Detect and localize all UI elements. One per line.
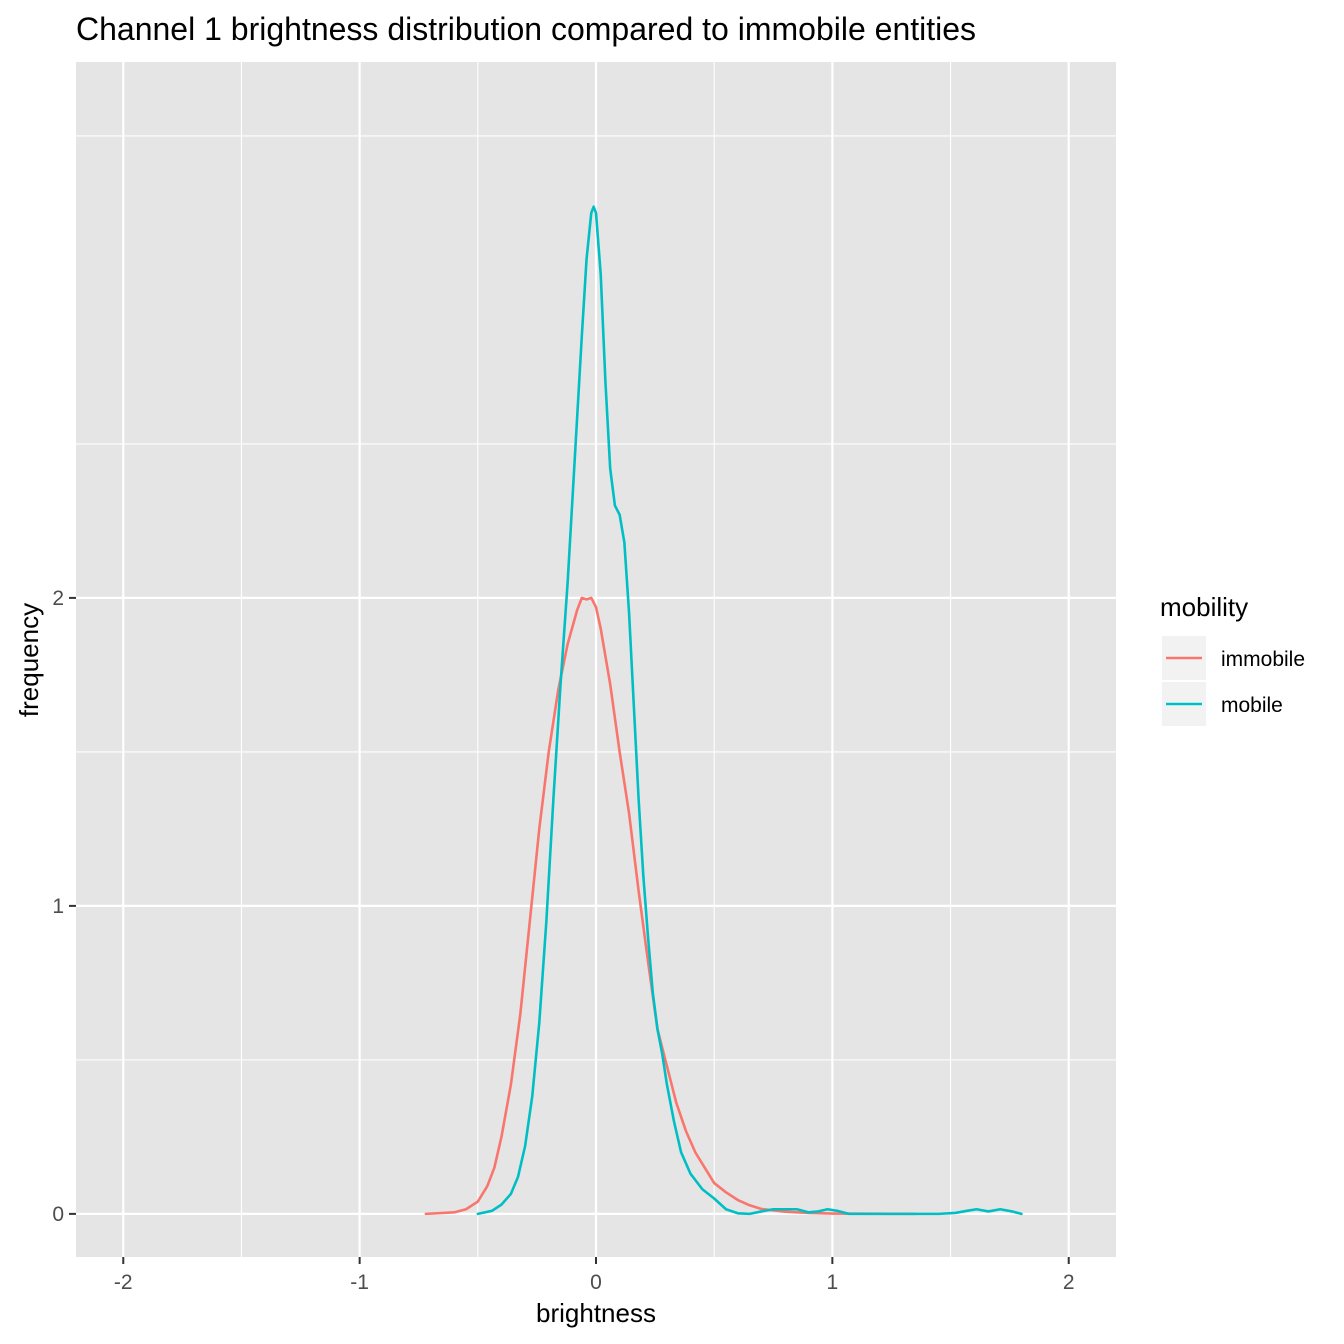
chart-title: Channel 1 brightness distribution compar… xyxy=(76,11,976,47)
legend-label-mobile: mobile xyxy=(1221,694,1283,717)
x-tick-label: 1 xyxy=(827,1271,839,1294)
legend-title: mobility xyxy=(1160,592,1248,622)
x-tick-label: -1 xyxy=(350,1271,369,1294)
legend-label-immobile: immobile xyxy=(1221,648,1305,671)
y-tick-label: 2 xyxy=(52,587,64,610)
x-tick-label: 2 xyxy=(1063,1271,1075,1294)
x-tick-label: -2 xyxy=(114,1271,133,1294)
series-line-mobile xyxy=(476,205,1023,1216)
x-tick-label: 0 xyxy=(590,1271,602,1294)
y-axis-title: frequency xyxy=(14,603,44,717)
major-gridlines xyxy=(76,62,1116,1257)
x-axis: -2 -1 0 1 2 xyxy=(114,1257,1075,1294)
series-lines xyxy=(424,205,1023,1216)
legend: mobility immobile mobile xyxy=(1160,592,1305,726)
x-axis-title: brightness xyxy=(536,1298,656,1328)
y-axis: 0 1 2 xyxy=(52,587,76,1226)
y-tick-label: 0 xyxy=(52,1203,64,1226)
y-tick-label: 1 xyxy=(52,895,64,918)
series-line-immobile xyxy=(424,596,917,1216)
